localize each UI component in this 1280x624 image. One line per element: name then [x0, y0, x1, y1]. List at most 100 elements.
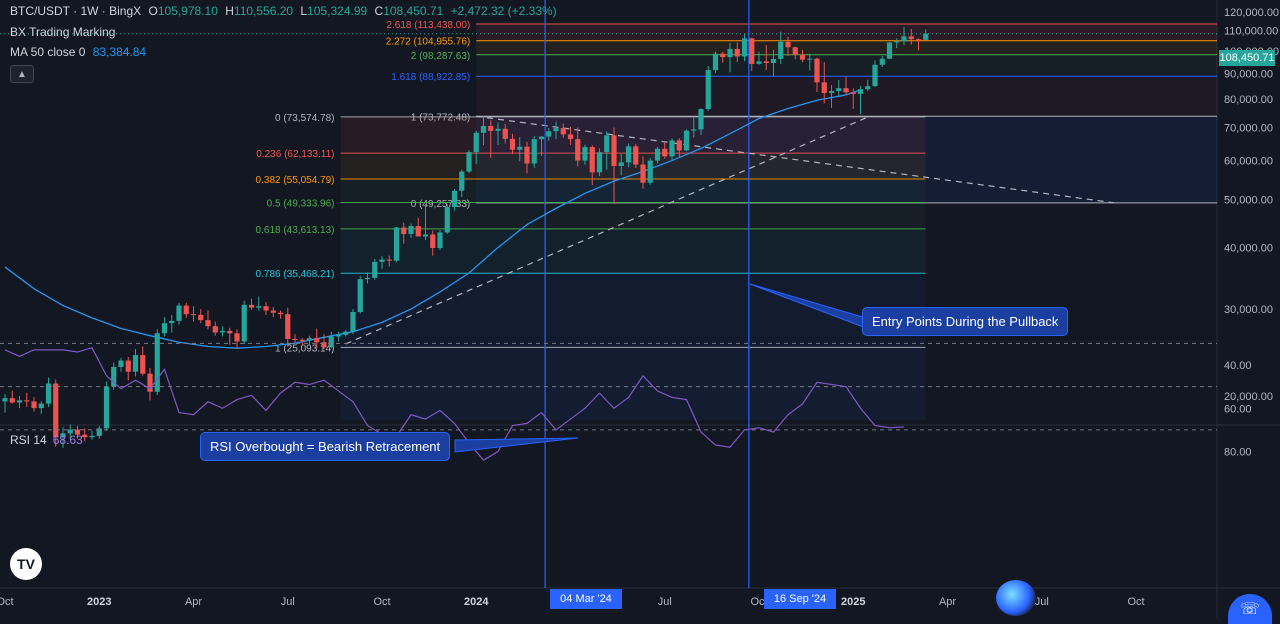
candle-body — [451, 190, 458, 208]
candle-body — [640, 164, 646, 183]
candle — [872, 60, 878, 87]
candle — [488, 120, 494, 158]
candle-body — [154, 333, 160, 392]
candle-body — [415, 226, 421, 237]
time-tick-label: 2024 — [464, 596, 489, 608]
candle-body — [756, 61, 762, 64]
trend-line — [476, 115, 1115, 204]
candle — [393, 227, 400, 262]
fib-ext-label: 0 (49,257.33) — [411, 199, 471, 210]
candle — [531, 136, 537, 168]
candle-body — [60, 433, 66, 438]
candle-body — [256, 306, 262, 308]
time-tick-label: Jul — [1035, 596, 1049, 608]
candle-body — [712, 53, 719, 71]
candle-body — [691, 129, 697, 131]
candle — [111, 362, 117, 390]
candle — [451, 189, 458, 211]
candle-body — [314, 338, 320, 343]
collapse-chevron-icon[interactable]: ▲ — [10, 65, 34, 83]
candle-body — [625, 146, 632, 163]
candle-body — [408, 226, 414, 234]
open-label: O — [148, 4, 158, 18]
fib-ext-label: 2.618 (113,438.00) — [386, 20, 470, 31]
candle-body — [132, 355, 139, 372]
candle — [647, 158, 653, 185]
candle-body — [698, 109, 704, 130]
ma50-line — [4, 89, 861, 349]
candle-body — [647, 160, 653, 183]
candle — [698, 108, 704, 135]
candle — [792, 46, 798, 60]
candle — [379, 256, 385, 269]
candle — [96, 425, 102, 439]
candle-body — [212, 326, 218, 333]
candle-body — [386, 259, 392, 261]
candle — [618, 153, 624, 176]
fib-retr-label: 0.382 (55,054.79) — [256, 175, 335, 186]
fib-retr-zone — [340, 228, 926, 274]
candle — [633, 143, 639, 168]
candle — [923, 29, 929, 41]
candle — [357, 276, 363, 314]
low-value: 105,324.99 — [307, 4, 368, 18]
price-tick-label: 30,000.00 — [1224, 304, 1273, 316]
candle — [415, 217, 421, 237]
candle-body — [589, 147, 595, 173]
candle-body — [234, 333, 240, 342]
ma-legend[interactable]: MA 50 close 0 83,384.84 — [10, 45, 146, 59]
candle — [524, 141, 530, 174]
candle-body — [241, 304, 247, 342]
candle-body — [488, 125, 494, 131]
candle-body — [734, 48, 740, 57]
candle-body — [118, 360, 124, 367]
candle — [799, 49, 806, 63]
candle — [277, 310, 284, 319]
assistant-orb-icon[interactable] — [996, 580, 1036, 616]
indicator-bx-label[interactable]: BX Trading Marking — [10, 25, 116, 39]
trend-line — [345, 116, 868, 345]
candle — [38, 401, 44, 414]
candle-body — [480, 125, 487, 133]
candle — [386, 255, 392, 267]
candle — [24, 392, 30, 407]
candle — [720, 51, 726, 63]
candle-body — [74, 429, 81, 435]
candle-body — [828, 91, 835, 94]
candle-body — [821, 82, 827, 94]
candle — [553, 121, 559, 140]
time-badge-sep24: 16 Sep '24 — [764, 589, 836, 609]
candle — [640, 156, 646, 189]
candle — [741, 33, 748, 62]
candle-body — [335, 334, 342, 337]
candle-body — [277, 312, 284, 315]
candle — [517, 137, 523, 162]
candle — [770, 49, 777, 77]
rsi-legend[interactable]: RSI 14 68.63 — [10, 433, 83, 447]
candle — [299, 338, 305, 346]
rsi-callout: RSI Overbought = Bearish Retracement — [200, 432, 451, 461]
candle-body — [343, 331, 349, 335]
fib-ext-zone — [476, 54, 1217, 77]
candle — [749, 37, 755, 72]
candle — [350, 309, 356, 335]
symbol-label[interactable]: BTC/USDT · 1W · BingX — [10, 4, 142, 18]
candle — [248, 298, 255, 310]
candle — [82, 428, 88, 442]
last-price-badge: 108,450.71 — [1219, 50, 1275, 66]
candle — [9, 390, 15, 404]
candle-body — [473, 132, 479, 153]
candle — [205, 310, 211, 330]
candle — [886, 42, 893, 60]
fib-retr-zone — [340, 347, 926, 420]
candle-body — [2, 398, 8, 402]
candle-body — [683, 130, 690, 151]
time-tick-label: 2023 — [87, 596, 111, 608]
candle — [589, 145, 595, 186]
candle-body — [662, 148, 668, 157]
candle — [422, 203, 429, 241]
tradingview-logo-icon[interactable]: TV — [10, 548, 42, 580]
candle — [654, 146, 661, 164]
candle — [328, 331, 334, 349]
